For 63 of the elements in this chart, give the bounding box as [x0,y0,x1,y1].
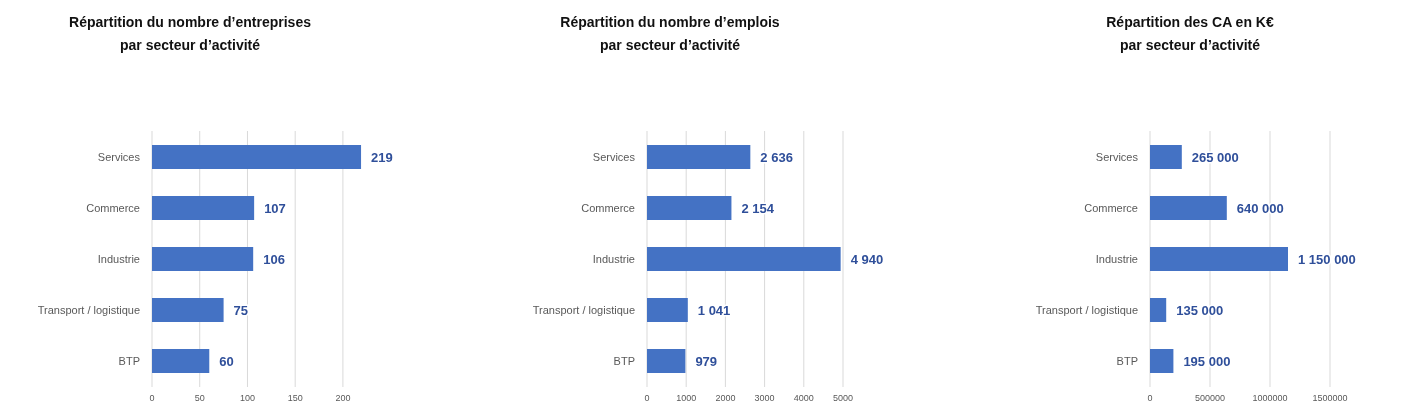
y-tick-label: Industrie [592,253,635,265]
x-tick-label: 500000 [1194,393,1226,403]
data-label: 195 000 [1183,354,1231,369]
x-tick-label: 200 [335,393,351,403]
bar [647,247,841,271]
data-label: 1 150 000 [1298,252,1356,267]
y-tick-label: Services [97,151,141,163]
data-label: 979 [695,354,718,369]
data-label: 2 154 [741,201,775,216]
bar [1150,196,1227,220]
x-tick-label: 0 [149,393,155,403]
bar [152,196,255,220]
data-label: 106 [263,252,285,267]
bar [1150,298,1167,322]
bar [647,349,686,373]
data-label: 4 940 [850,252,884,267]
x-tick-label: 1500000 [1312,393,1348,403]
data-label: 75 [233,303,249,318]
y-tick-label: Services [592,151,636,163]
bar [152,349,210,373]
x-tick-label: 3000 [754,393,775,403]
y-tick-label: Commerce [581,202,635,214]
x-tick-label: 1000 [676,393,697,403]
y-tick-label: Transport / logistique [532,304,635,316]
y-tick-label: Commerce [86,202,140,214]
bar [1150,349,1174,373]
x-tick-label: 0 [644,393,650,403]
bar [152,145,362,169]
data-label: 640 000 [1236,201,1284,216]
bar [647,298,688,322]
bar [152,298,224,322]
data-label: 265 000 [1191,150,1239,165]
data-label: 135 000 [1176,303,1224,318]
chart-title: Répartition du nombre d’emplois par secteur d’activité [560,14,780,53]
x-tick-label: 4000 [793,393,814,403]
x-tick-label: 2000 [715,393,736,403]
data-label: 1 041 [697,303,731,318]
x-tick-label: 0 [1147,393,1153,403]
bar [152,247,254,271]
chart-title: Répartition du nombre d’entreprises par secteur d’activité [69,14,312,53]
y-tick-label: Industrie [97,253,140,265]
y-tick-label: BTP [613,355,635,367]
bar [647,196,732,220]
y-tick-label: BTP [118,355,140,367]
chart-title: Répartition des CA en K€ par secteur d’activité [1106,14,1274,53]
x-tick-label: 100 [239,393,255,403]
bar [1150,247,1288,271]
x-tick-label: 1000000 [1252,393,1288,403]
x-tick-label: 50 [194,393,205,403]
data-label: 60 [219,354,234,369]
y-tick-label: Transport / logistique [1035,304,1138,316]
data-label: 107 [264,201,286,216]
y-tick-label: Services [1095,151,1139,163]
x-tick-label: 5000 [832,393,854,403]
y-tick-label: Transport / logistique [37,304,140,316]
y-tick-label: Commerce [1084,202,1138,214]
bar [647,145,751,169]
data-label: 219 [371,150,393,165]
x-tick-label: 150 [287,393,303,403]
y-tick-label: Industrie [1095,253,1138,265]
y-tick-label: BTP [1116,355,1138,367]
bar [1150,145,1182,169]
data-label: 2 636 [760,150,793,165]
